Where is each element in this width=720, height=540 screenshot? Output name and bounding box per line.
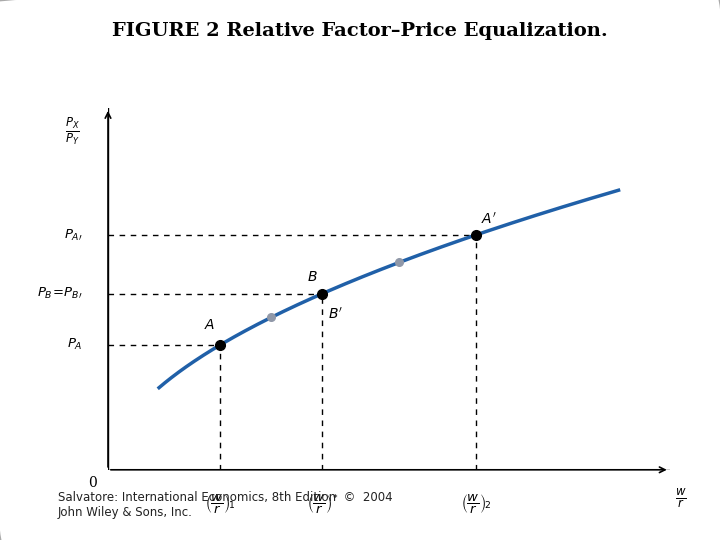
Text: $P_B\!=\!P_{B\prime}$: $P_B\!=\!P_{B\prime}$: [37, 286, 83, 301]
Text: $A'$: $A'$: [481, 212, 496, 227]
Text: FIGURE 2 Relative Factor–Price Equalization.: FIGURE 2 Relative Factor–Price Equalizat…: [112, 22, 608, 40]
Text: Salvatore: International Economics, 8th Edition  ©  2004
John Wiley & Sons, Inc.: Salvatore: International Economics, 8th …: [58, 491, 392, 519]
Text: 0: 0: [89, 476, 97, 490]
Text: $B$: $B$: [307, 269, 318, 284]
Text: $\frac{w}{r}$: $\frac{w}{r}$: [675, 486, 686, 510]
Text: $P_A$: $P_A$: [67, 338, 83, 353]
Text: $\left(\dfrac{w}{r}\right)^{\!*}$: $\left(\dfrac{w}{r}\right)^{\!*}$: [307, 493, 338, 516]
Text: $B'$: $B'$: [328, 307, 343, 322]
Text: $\left(\dfrac{w}{r}\right)_{\!1}$: $\left(\dfrac{w}{r}\right)_{\!1}$: [205, 493, 235, 516]
Text: $\frac{P_X}{P_Y}$: $\frac{P_X}{P_Y}$: [65, 115, 80, 147]
Text: $P_{A\prime}$: $P_{A\prime}$: [63, 227, 83, 242]
Text: $A$: $A$: [204, 318, 215, 332]
Text: $\left(\dfrac{w}{r}\right)_{\!2}$: $\left(\dfrac{w}{r}\right)_{\!2}$: [461, 493, 490, 516]
